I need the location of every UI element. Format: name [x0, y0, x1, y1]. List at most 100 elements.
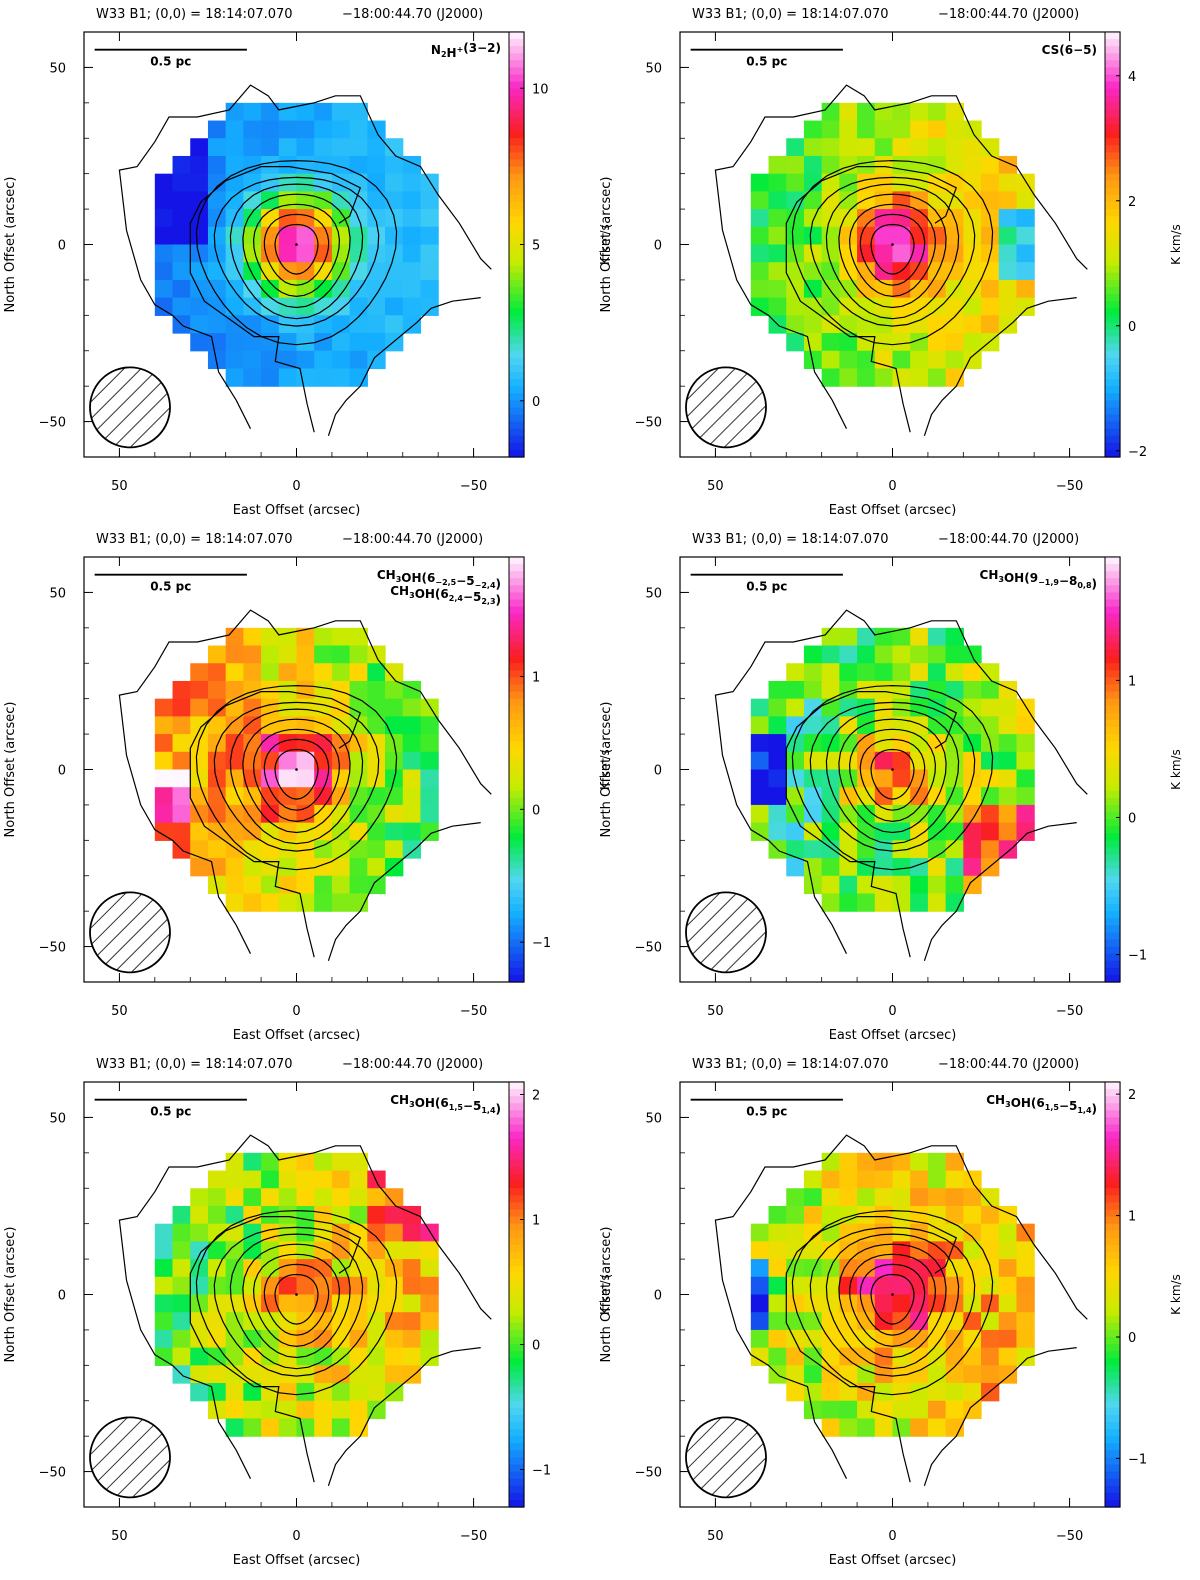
colorbar-step: [1105, 102, 1120, 111]
map-pixel: [750, 279, 770, 299]
colorbar-tick-label: 0: [1128, 811, 1136, 826]
colorbar-step: [1105, 578, 1120, 586]
map-pixel: [261, 173, 280, 192]
map-pixel: [207, 680, 227, 700]
map-pixel: [331, 1347, 351, 1366]
map-panel-4: W33 B1; (0,0) = 18:14:07.070 −18:00:44.70…: [599, 532, 1183, 1043]
map-pixel: [803, 333, 823, 352]
map-pixel: [331, 279, 351, 299]
colorbar-step: [509, 1117, 524, 1126]
map-pixel: [314, 191, 333, 210]
map-pixel: [910, 1329, 929, 1349]
map-pixel: [349, 173, 368, 192]
map-pixel: [314, 663, 333, 682]
map-pixel: [892, 663, 911, 682]
map-pixel: [349, 1276, 368, 1296]
map-pixel: [190, 1329, 209, 1349]
map-pixel: [225, 350, 244, 370]
map-pixel: [207, 315, 227, 334]
map-pixel: [998, 787, 1018, 806]
line-label: CS(6−5): [1042, 43, 1097, 57]
map-pixel: [839, 893, 858, 912]
map-pixel: [207, 350, 227, 370]
colorbar-step: [509, 1082, 524, 1090]
map-pixel: [420, 1294, 439, 1313]
colorbar-step: [509, 578, 524, 586]
map-pixel: [331, 1152, 351, 1172]
map-pixel: [261, 1188, 280, 1207]
colorbar-step: [1105, 357, 1120, 366]
map-pixel: [278, 751, 298, 771]
colorbar-step: [509, 279, 524, 288]
map-pixel: [910, 315, 929, 334]
map-pixel: [385, 1241, 404, 1260]
map-pixel: [963, 191, 982, 210]
colorbar-step: [509, 826, 524, 834]
map-pixel: [874, 1294, 894, 1313]
colorbar-step: [1105, 1195, 1120, 1204]
map-pixel: [331, 645, 351, 664]
map-pixel: [172, 751, 191, 771]
map-pixel: [821, 1400, 840, 1420]
map-pixel: [172, 822, 191, 841]
colorbar-step: [509, 571, 524, 579]
map-pixel: [261, 315, 280, 334]
map-pixel: [768, 1259, 787, 1278]
map-pixel: [981, 1329, 1000, 1349]
map-pixel: [768, 191, 787, 210]
map-pixel: [874, 120, 894, 139]
map-pixel: [910, 663, 929, 682]
map-pixel: [786, 804, 805, 824]
map-pixel: [945, 102, 964, 122]
map-pixel: [207, 663, 227, 682]
contour-line: [118, 609, 492, 954]
colorbar-step: [509, 783, 524, 792]
colorbar-step: [1105, 46, 1120, 54]
colorbar-step: [509, 649, 524, 657]
map-pixel: [803, 1241, 823, 1260]
map-panel-5: W33 B1; (0,0) = 18:14:07.070 −18:00:44.70…: [3, 1057, 612, 1568]
map-pixel: [910, 840, 929, 859]
map-pixel: [803, 769, 823, 788]
map-pixel: [857, 698, 876, 717]
map-pixel: [892, 1152, 911, 1172]
map-pixel: [331, 155, 351, 175]
map-pixel: [225, 368, 244, 387]
map-pixel: [296, 138, 315, 157]
colorbar-step: [1105, 727, 1120, 735]
colorbar-step: [509, 442, 524, 451]
contour-line: [195, 159, 398, 346]
map-pixel: [945, 120, 964, 139]
colorbar-step: [1105, 734, 1120, 742]
colorbar-step: [509, 1188, 524, 1196]
line-label: N2H+(3−2): [431, 41, 501, 60]
map-pixel: [945, 751, 964, 771]
y-tick-label: −50: [39, 941, 66, 956]
map-pixel: [786, 769, 805, 788]
colorbar-step: [509, 634, 524, 643]
colorbar-step: [1105, 1202, 1120, 1211]
map-pixel: [225, 1294, 244, 1313]
colorbar-step: [1105, 1237, 1120, 1246]
colorbar-step: [509, 1358, 524, 1366]
map-pixel: [402, 297, 422, 316]
colorbar-step: [509, 95, 524, 104]
map-pixel: [243, 734, 262, 753]
line-label-2: CH3OH(62,4−52,3): [390, 584, 501, 607]
map-pixel: [243, 155, 262, 175]
map-pixel: [190, 226, 209, 246]
colorbar-step: [509, 1138, 524, 1147]
map-pixel: [243, 1329, 262, 1349]
map-pixel: [821, 858, 840, 877]
map-pixel: [296, 209, 315, 228]
colorbar-step: [1105, 712, 1120, 721]
colorbar-step: [1105, 39, 1120, 47]
map-pixel: [296, 627, 315, 647]
map-pixel: [243, 858, 262, 877]
colorbar-step: [1105, 1259, 1120, 1267]
map-pixel: [874, 698, 894, 717]
map-pixel: [261, 1276, 280, 1296]
map-pixel: [261, 1223, 280, 1242]
map-pixel: [750, 804, 770, 824]
